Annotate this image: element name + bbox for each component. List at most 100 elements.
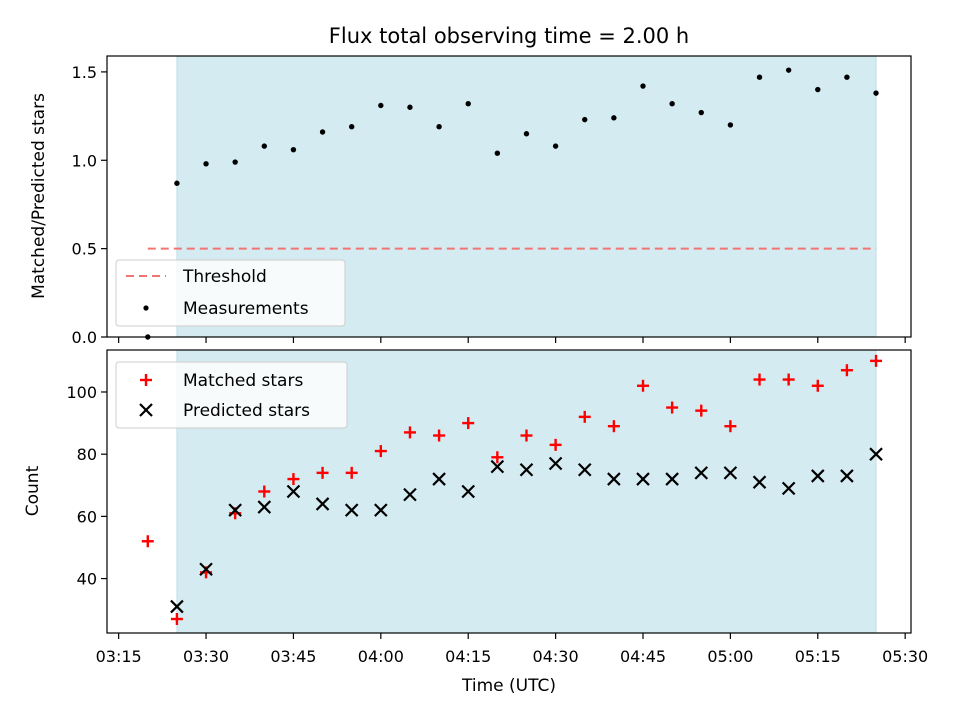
measurement-point xyxy=(378,102,384,109)
y-tick-label: 100 xyxy=(66,383,97,402)
matched-star-point xyxy=(345,466,358,479)
matched-star-point xyxy=(549,438,562,451)
predicted-star-point xyxy=(432,472,446,486)
legend-predicted-label: Predicted stars xyxy=(183,401,310,421)
measurement-point xyxy=(261,143,268,149)
matched-star-point xyxy=(578,410,591,423)
y-tick-label: 80 xyxy=(77,445,97,464)
measurement-point xyxy=(582,116,588,123)
matched-star-point xyxy=(782,373,795,386)
measurement-point xyxy=(174,180,180,186)
top-panel-ylabel: Matched/Predicted stars xyxy=(29,93,49,299)
measurement-point xyxy=(873,90,879,96)
top-panel-y-axis: 0.0 0.5 1.0 1.5 xyxy=(72,63,107,347)
predicted-star-point xyxy=(519,462,534,477)
legend-measurements-swatch xyxy=(143,305,149,311)
predicted-star-point xyxy=(199,562,213,577)
matched-stars-points xyxy=(141,354,883,626)
x-tick-label: 03:15 xyxy=(96,647,142,666)
matched-star-point xyxy=(695,404,708,417)
y-tick-label: 40 xyxy=(77,570,97,589)
x-tick-label: 03:30 xyxy=(183,647,229,666)
x-tick-label: 05:30 xyxy=(882,647,928,666)
x-axis-label: Time (UTC) xyxy=(461,676,556,696)
matched-star-point xyxy=(637,379,649,392)
matched-star-point xyxy=(403,426,416,439)
x-tick-label: 05:00 xyxy=(707,647,753,666)
y-tick-label: 60 xyxy=(77,507,97,526)
bottom-panel: 40 60 80 100 03:15 03:30 03:45 04:00 04:15 04:30… xyxy=(23,349,928,696)
measurement-point xyxy=(465,101,471,107)
chart-title: Flux total observing time = 2.00 h xyxy=(329,24,689,48)
top-panel-x-ticks xyxy=(118,337,906,343)
measurement-point xyxy=(290,146,297,153)
y-tick-label: 1.0 xyxy=(72,151,97,170)
predicted-star-point xyxy=(490,459,505,474)
x-axis: 03:15 03:30 03:45 04:00 04:15 04:30 04:45 05:00… xyxy=(96,633,928,666)
legend-predicted-swatch xyxy=(139,403,153,417)
measurement-point xyxy=(698,109,704,116)
top-panel: 0.0 0.5 1.0 1.5 Matched/Predicted stars Thr… xyxy=(29,55,912,347)
predicted-star-point xyxy=(869,447,883,461)
predicted-star-point xyxy=(636,472,650,486)
matched-star-point xyxy=(870,354,883,367)
measurement-point xyxy=(640,83,646,89)
matched-star-point xyxy=(666,401,679,414)
legend-threshold-label: Threshold xyxy=(182,267,267,287)
matched-star-point xyxy=(520,429,533,442)
predicted-star-point xyxy=(577,462,592,477)
matched-star-point xyxy=(287,473,300,486)
matched-star-point xyxy=(607,420,620,433)
bottom-panel-y-axis: 40 60 80 100 xyxy=(66,383,107,589)
predicted-star-point xyxy=(548,456,563,471)
predicted-star-point xyxy=(665,472,679,486)
measurement-point xyxy=(348,123,355,130)
predicted-star-point xyxy=(607,472,621,486)
measurement-point xyxy=(203,161,209,167)
matched-star-point xyxy=(316,466,329,479)
predicted-star-point xyxy=(228,503,242,517)
measurement-point xyxy=(669,101,675,107)
matched-star-point xyxy=(724,420,737,433)
legend-matched-swatch xyxy=(140,374,152,386)
measurement-point xyxy=(756,74,763,80)
matched-star-point xyxy=(811,379,824,392)
matched-star-point xyxy=(258,485,271,498)
measurement-point xyxy=(727,122,734,128)
measurement-point xyxy=(611,115,617,121)
top-legend-box xyxy=(115,259,346,327)
predicted-star-point xyxy=(286,484,301,499)
matched-star-point xyxy=(840,364,853,377)
measurement-point xyxy=(552,143,559,149)
predicted-star-point xyxy=(374,503,388,517)
predicted-star-point xyxy=(461,484,475,499)
predicted-star-point xyxy=(752,475,767,489)
matched-star-point xyxy=(374,445,387,458)
matched-star-point xyxy=(433,429,446,442)
matched-star-point xyxy=(491,451,504,464)
predicted-star-point xyxy=(315,497,330,511)
predicted-stars-points xyxy=(170,447,883,614)
predicted-star-point xyxy=(811,469,825,483)
predicted-star-point xyxy=(257,500,272,514)
predicted-star-point xyxy=(781,481,796,496)
y-tick-label: 1.5 xyxy=(72,63,97,82)
x-tick-label: 04:15 xyxy=(445,647,491,666)
measurement-point xyxy=(232,159,238,165)
measurement-point xyxy=(785,67,792,73)
matched-star-point xyxy=(141,535,154,548)
measurement-point xyxy=(319,129,326,135)
x-tick-label: 04:45 xyxy=(620,647,666,666)
measurement-point xyxy=(494,150,501,156)
predicted-star-point xyxy=(723,466,738,480)
bottom-panel-ylabel: Count xyxy=(23,465,43,516)
predicted-star-point xyxy=(403,487,417,502)
bottom-legend: Matched stars Predicted stars xyxy=(115,361,348,429)
x-tick-label: 03:45 xyxy=(270,647,316,666)
measurement-point xyxy=(436,123,442,130)
x-tick-label: 04:00 xyxy=(358,647,404,666)
measurement-point xyxy=(407,104,413,110)
legend-matched-label: Matched stars xyxy=(183,371,303,391)
predicted-star-point xyxy=(840,469,854,483)
